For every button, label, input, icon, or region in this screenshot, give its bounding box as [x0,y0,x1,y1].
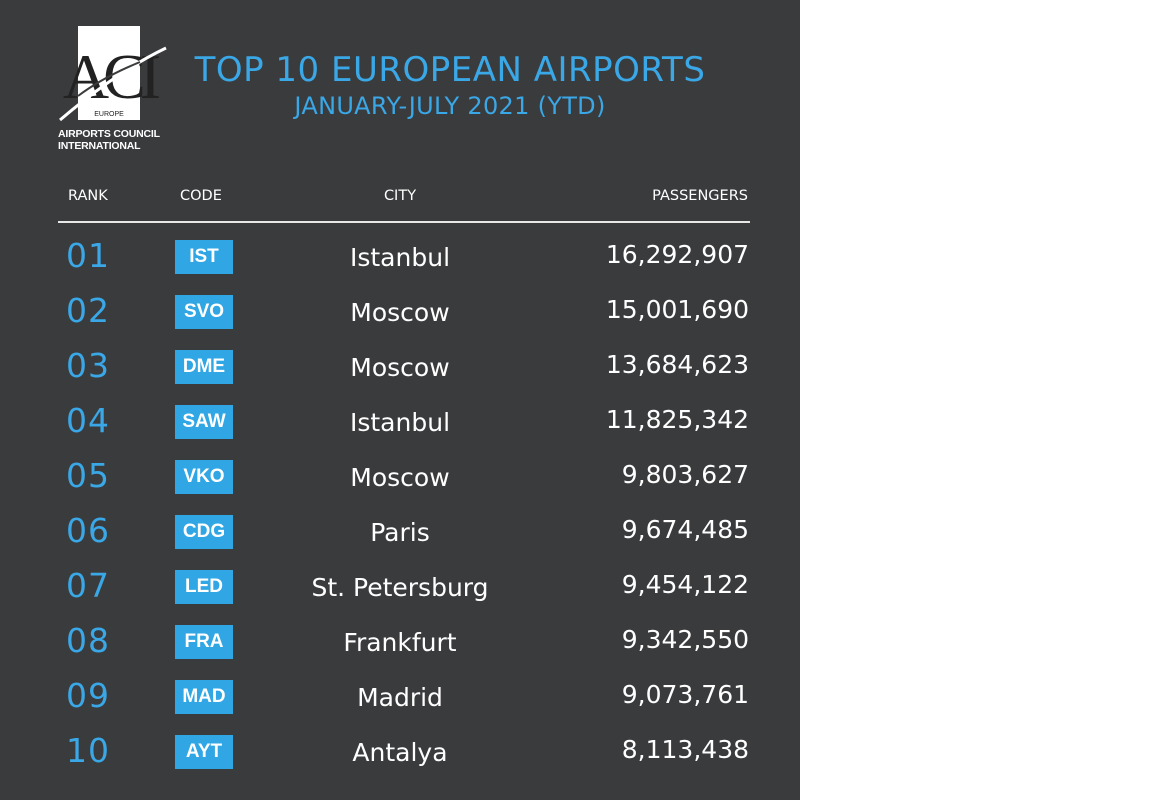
passengers-cell: 15,001,690 [605,295,749,324]
column-header-rank: RANK [68,188,108,204]
table-row: 06 CDG Paris 9,674,485 [0,505,800,560]
aci-logo: ACI EUROPE [58,26,170,158]
city-cell: Madrid [357,683,443,712]
passengers-cell: 9,073,761 [621,680,749,709]
rank-cell: 02 [66,291,110,330]
table-row: 03 DME Moscow 13,684,623 [0,340,800,395]
column-header-passengers: PASSENGERS [652,188,748,204]
table-row: 01 IST Istanbul 16,292,907 [0,230,800,285]
rank-cell: 03 [66,346,110,385]
table-row: 07 LED St. Petersburg 9,454,122 [0,560,800,615]
city-cell: Antalya [352,738,448,767]
table-row: 04 SAW Istanbul 11,825,342 [0,395,800,450]
city-cell: Moscow [350,353,450,382]
code-badge: FRA [175,625,233,659]
logo-caption-line-1: AIRPORTS COUNCIL [58,128,160,140]
rank-cell: 10 [66,731,110,770]
page-subtitle: JANUARY-JULY 2021 (YTD) [294,92,606,120]
rank-cell: 08 [66,621,110,660]
rank-cell: 07 [66,566,110,605]
logo-caption-line-2: INTERNATIONAL [58,140,141,152]
passengers-cell: 11,825,342 [605,405,749,434]
city-cell: Istanbul [349,243,451,272]
aci-logo-mark: ACI EUROPE [59,26,167,122]
logo-caption: AIRPORTS COUNCIL INTERNATIONAL [58,128,170,152]
code-badge: SVO [175,295,233,329]
city-cell: St. Petersburg [311,573,489,602]
rank-cell: 01 [66,236,110,275]
passengers-cell: 9,454,122 [621,570,749,599]
city-cell: Istanbul [349,408,451,437]
city-cell: Moscow [350,298,450,327]
passengers-cell: 9,803,627 [621,460,749,489]
code-badge: MAD [175,680,233,714]
code-badge: VKO [175,460,233,494]
city-cell: Paris [370,518,430,547]
code-badge: SAW [175,405,233,439]
code-badge: CDG [175,515,233,549]
city-cell: Frankfurt [343,628,457,657]
table-row: 02 SVO Moscow 15,001,690 [0,285,800,340]
rank-cell: 05 [66,456,110,495]
code-badge: LED [175,570,233,604]
column-header-city: CITY [383,188,417,204]
rank-cell: 04 [66,401,110,440]
code-badge: DME [175,350,233,384]
code-badge: AYT [175,735,233,769]
table-row: 09 MAD Madrid 9,073,761 [0,670,800,725]
code-badge: IST [175,240,233,274]
passengers-cell: 13,684,623 [605,350,749,379]
passengers-cell: 8,113,438 [621,735,749,764]
logo-sub: EUROPE [94,111,124,118]
table-row: 05 VKO Moscow 9,803,627 [0,450,800,505]
table-header: RANK CODE CITY PASSENGERS [0,188,800,208]
passengers-cell: 9,342,550 [621,625,749,654]
rank-cell: 09 [66,676,110,715]
page-title: TOP 10 EUROPEAN AIRPORTS [194,50,706,90]
header-divider [58,221,750,223]
table-row: 10 AYT Antalya 8,113,438 [0,725,800,780]
infographic-panel: ACI EUROPE AIRPORTS COUNCIL INTERNATIONA… [0,0,800,800]
airport-table: 01 IST Istanbul 16,292,907 02 SVO Moscow… [0,230,800,780]
city-cell: Moscow [350,463,450,492]
passengers-cell: 16,292,907 [605,240,749,269]
rank-cell: 06 [66,511,110,550]
column-header-code: CODE [180,188,222,204]
table-row: 08 FRA Frankfurt 9,342,550 [0,615,800,670]
passengers-cell: 9,674,485 [621,515,749,544]
